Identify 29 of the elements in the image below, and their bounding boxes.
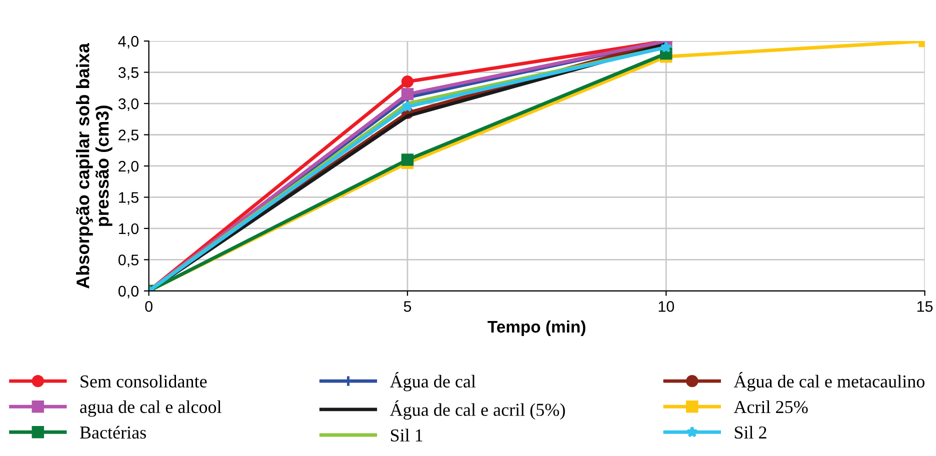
legend-label: Bactérias: [80, 426, 146, 439]
y-tick-label: 0,5: [118, 254, 138, 268]
y-tick-label: 0,0: [118, 286, 139, 298]
legend-label: Acril 25%: [734, 400, 808, 414]
y-tick-label: 3,5: [118, 67, 138, 80]
x-tick-label: 0: [145, 301, 152, 312]
legend-label: Água de cal e metacaulino: [734, 372, 924, 392]
y-tick-label: 3,0: [118, 98, 139, 112]
y-tick-label: 1,5: [119, 192, 138, 205]
legend-label: Sem consolidante: [80, 374, 207, 388]
point: [660, 41, 672, 52]
y-axis-title: Absorpção capilar sob baixa pressão (cm3): [76, 42, 112, 288]
y-tick-label: 1,0: [119, 223, 139, 236]
y-tick-label: 2,5: [118, 130, 138, 142]
x-tick-label: 5: [404, 301, 412, 312]
legend-label: Água de cal e acril (5%): [390, 400, 565, 420]
y-tick-label: 2,0: [118, 160, 139, 174]
legend-label: agua de cal e alcool: [80, 400, 222, 417]
x-tick-label: 10: [658, 301, 674, 312]
point: [401, 76, 414, 88]
point: [402, 100, 414, 112]
point: [401, 154, 414, 166]
point: [401, 88, 414, 100]
legend-label: Sil 1: [390, 428, 422, 442]
legend-label: Sil 2: [734, 426, 766, 439]
x-tick-label: 15: [917, 301, 933, 312]
y-tick-label: 4,0: [118, 36, 139, 49]
x-axis-title: Tempo (min): [488, 320, 586, 336]
legend-label: Água de cal: [390, 372, 476, 392]
